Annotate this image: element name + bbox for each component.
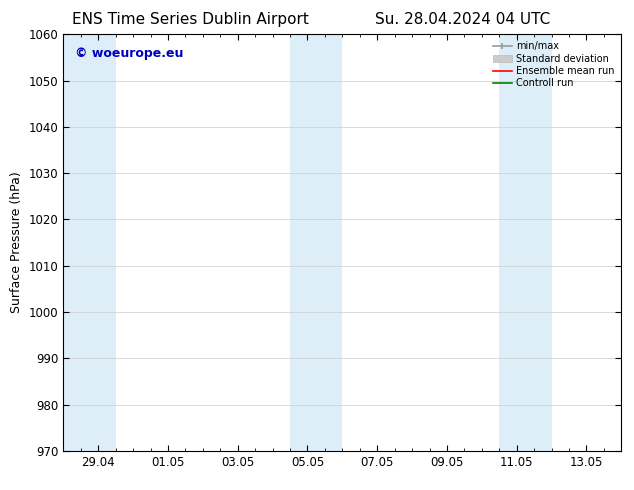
Y-axis label: Surface Pressure (hPa): Surface Pressure (hPa) [10,172,23,314]
Text: © woeurope.eu: © woeurope.eu [75,47,183,60]
Bar [63,34,115,451]
Text: Su. 28.04.2024 04 UTC: Su. 28.04.2024 04 UTC [375,12,550,27]
Bar [290,34,342,451]
Legend: min/max, Standard deviation, Ensemble mean run, Controll run: min/max, Standard deviation, Ensemble me… [491,39,616,90]
Text: ENS Time Series Dublin Airport: ENS Time Series Dublin Airport [72,12,309,27]
Bar [500,34,552,451]
